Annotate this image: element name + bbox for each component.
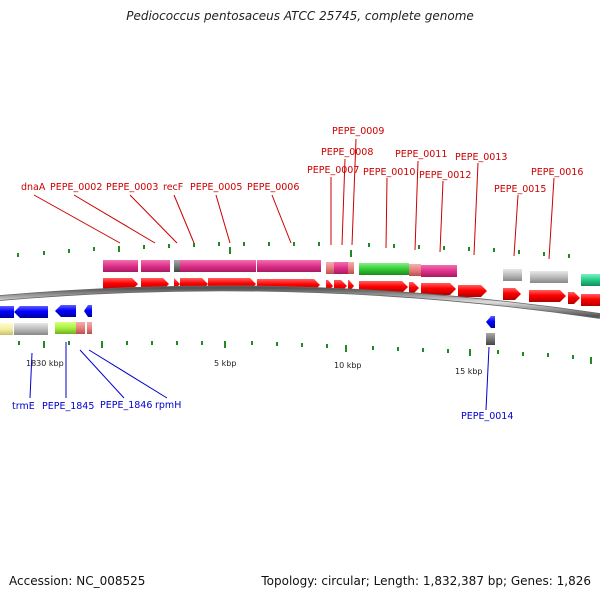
forward-leader-lines <box>33 138 555 260</box>
gene-label-PEPE_0013[interactable]: PEPE_0013 <box>455 152 507 163</box>
cog-block <box>174 260 180 272</box>
accession-text: Accession: NC_008525 <box>9 574 146 588</box>
cds-arrow-partial <box>568 292 580 304</box>
cog-block <box>348 262 354 274</box>
reverse-leader-lines <box>29 342 490 411</box>
gene-label-PEPE_0006[interactable]: PEPE_0006 <box>247 182 299 193</box>
gene-label-PEPE_0011[interactable]: PEPE_0011 <box>395 149 447 160</box>
scale-label-10kbp: 10 kbp <box>334 361 362 370</box>
cog-block <box>334 262 348 274</box>
cog-block <box>581 274 600 286</box>
scale-label-15kbp: 15 kbp <box>455 367 483 376</box>
cds-arrow-PEPE_1845 <box>14 306 48 318</box>
forward-cog-track <box>103 260 600 286</box>
cds-arrow-trmE <box>0 306 14 318</box>
gene-label-rpmH[interactable]: rpmH <box>155 400 181 411</box>
gene-label-dnaA[interactable]: dnaA <box>21 182 46 193</box>
cds-arrow-PEPE_0012 <box>421 283 456 295</box>
cog-block <box>503 269 522 281</box>
scale-label-5kbp: 5 kbp <box>214 359 236 368</box>
cds-arrow-rpmH <box>84 305 92 317</box>
gene-label-trmE[interactable]: trmE <box>12 401 35 412</box>
gene-label-PEPE_0010[interactable]: PEPE_0010 <box>363 167 415 178</box>
cog-block <box>103 260 138 272</box>
cog-block <box>326 262 334 274</box>
genome-backbone <box>0 285 600 319</box>
gene-label-PEPE_0003[interactable]: PEPE_0003 <box>106 182 158 193</box>
cog-block <box>359 263 409 275</box>
gene-label-recF[interactable]: recF <box>163 182 183 193</box>
gene-label-PEPE_0002[interactable]: PEPE_0002 <box>50 182 102 193</box>
forward-gene-labels[interactable]: dnaA PEPE_0002 PEPE_0003 recF PEPE_0005 … <box>21 126 583 195</box>
topology-text: Topology: circular; Length: 1,832,387 bp… <box>261 574 591 588</box>
reverse-gene-labels[interactable]: trmE PEPE_1845 PEPE_1846 rpmH PEPE_0014 <box>12 400 513 422</box>
reverse-cds-track[interactable] <box>0 305 495 328</box>
cog-block <box>421 265 457 277</box>
gene-label-PEPE_0016[interactable]: PEPE_0016 <box>531 167 583 178</box>
cds-arrow-PEPE_0014 <box>486 316 495 328</box>
outer-ticks <box>17 242 570 258</box>
cog-block <box>530 271 568 283</box>
map-title: Pediococcus pentosaceus ATCC 25745, comp… <box>126 9 474 23</box>
gene-label-PEPE_1846[interactable]: PEPE_1846 <box>100 400 152 411</box>
gene-label-PEPE_0007[interactable]: PEPE_0007 <box>307 165 359 176</box>
cds-arrow-partial-2 <box>581 294 600 306</box>
cds-arrow-PEPE_0015 <box>503 288 521 300</box>
cog-block <box>180 260 208 272</box>
cog-block <box>257 260 321 272</box>
scale-label-1830kbp: 1830 kbp <box>26 359 64 368</box>
cog-block <box>208 260 256 272</box>
gene-label-PEPE_0009[interactable]: PEPE_0009 <box>332 126 384 137</box>
gene-label-PEPE_0008[interactable]: PEPE_0008 <box>321 147 373 158</box>
cds-arrow-dnaA <box>103 278 138 290</box>
gene-label-PEPE_0015[interactable]: PEPE_0015 <box>494 184 546 195</box>
cds-arrow-PEPE_0011 <box>409 282 419 294</box>
gene-label-PEPE_0014[interactable]: PEPE_0014 <box>461 411 513 422</box>
gene-label-PEPE_0005[interactable]: PEPE_0005 <box>190 182 242 193</box>
cds-arrow-PEPE_0013 <box>458 285 487 297</box>
cds-arrow-PEPE_0016 <box>529 290 566 302</box>
cog-block <box>141 260 170 272</box>
reverse-cog-track <box>0 322 495 345</box>
cds-arrow-PEPE_1846 <box>55 305 76 317</box>
cog-block <box>409 264 421 276</box>
gene-label-PEPE_0012[interactable]: PEPE_0012 <box>419 170 471 181</box>
gene-label-PEPE_1845[interactable]: PEPE_1845 <box>42 401 94 412</box>
inner-ticks <box>18 341 592 364</box>
